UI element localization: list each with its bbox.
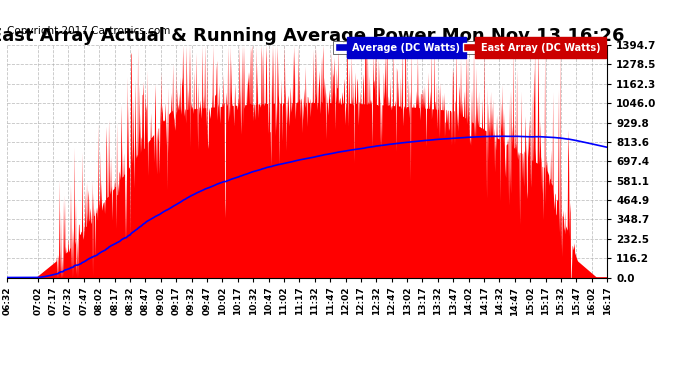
Legend: Average (DC Watts), East Array (DC Watts): Average (DC Watts), East Array (DC Watts…	[333, 40, 602, 54]
Title: East Array Actual & Running Average Power Mon Nov 13 16:26: East Array Actual & Running Average Powe…	[0, 27, 624, 45]
Text: Copyright 2017 Cartronics.com: Copyright 2017 Cartronics.com	[7, 26, 170, 36]
